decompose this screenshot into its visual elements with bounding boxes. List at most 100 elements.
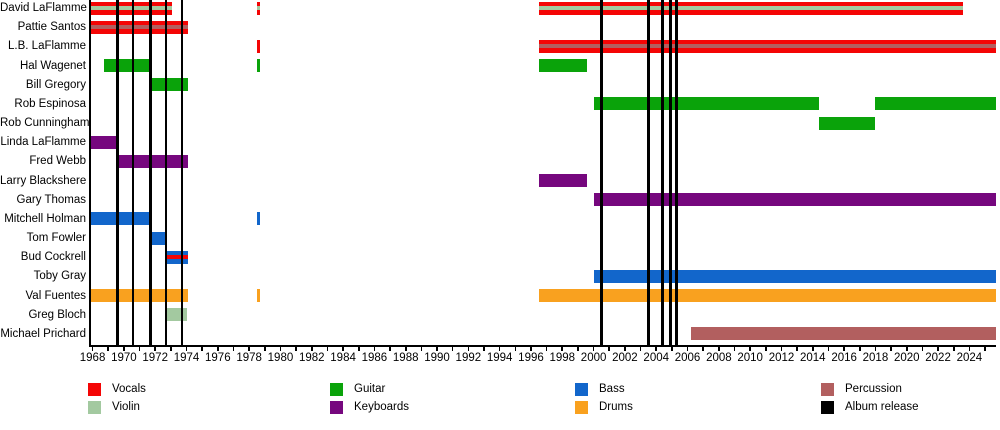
axis-year-label: 2002	[612, 351, 638, 364]
axis-tick	[123, 346, 125, 352]
axis-tick	[201, 346, 203, 352]
axis-year-label: 1974	[173, 351, 200, 364]
member-name-label: Bud Cockrell	[20, 251, 86, 264]
legend-label: Album release	[845, 401, 919, 413]
album-release-line	[149, 0, 152, 347]
axis-year-label: 1988	[392, 351, 419, 364]
axis-tick	[937, 346, 939, 352]
legend-swatch-violin	[88, 401, 101, 414]
axis-tick	[749, 346, 751, 352]
member-name-label: Val Fuentes	[25, 289, 86, 302]
album-release-line	[669, 0, 672, 347]
legend-label: Drums	[599, 401, 633, 413]
legend-swatch-guitar	[330, 383, 343, 396]
member-name-label: Rob Cunningham	[0, 117, 90, 129]
legend-swatch-album	[821, 401, 834, 414]
axis-tick	[733, 346, 736, 352]
timeline-bar	[117, 154, 189, 168]
album-release-line	[661, 0, 664, 347]
axis-year-label: 1986	[361, 351, 388, 364]
member-name-label: Tom Fowler	[26, 232, 86, 244]
member-name-label: L.B. LaFlamme	[8, 40, 86, 53]
legend-swatch-drums	[575, 401, 588, 414]
axis-year-label: 1972	[142, 351, 168, 364]
axis-tick	[718, 346, 720, 352]
timeline-bar-stripe	[91, 25, 189, 30]
timeline-bar-stripe	[538, 6, 964, 10]
legend-label: Keyboards	[354, 401, 409, 413]
member-name-label: Rob Espinosa	[14, 97, 86, 110]
album-release-line	[600, 0, 603, 347]
legend-label: Guitar	[354, 383, 386, 395]
axis-tick	[483, 346, 485, 352]
member-name-label: Greg Bloch	[28, 308, 86, 321]
axis-year-label: 2014	[800, 351, 826, 364]
timeline-bar	[91, 212, 151, 226]
axis-tick	[279, 346, 282, 352]
legend-label: Percussion	[845, 383, 902, 395]
axis-tick	[827, 346, 830, 352]
legend-label: Vocals	[112, 383, 146, 395]
timeline-bar-stripe	[256, 6, 261, 10]
axis-tick	[91, 346, 94, 352]
member-name-label: Pattie Santos	[17, 21, 86, 34]
member-name-label: Larry Blackshere	[0, 174, 87, 187]
axis-tick	[874, 346, 877, 352]
member-name-label: Hal Wagenet	[19, 59, 86, 72]
axis-year-label: 2016	[831, 351, 857, 364]
axis-tick	[248, 346, 250, 352]
axis-tick	[217, 346, 219, 352]
member-name-label: Mitchell Holman	[4, 212, 86, 225]
legend-label: Bass	[599, 383, 625, 395]
axis-tick	[326, 346, 329, 352]
axis-year-label: 1996	[518, 351, 544, 364]
member-name-label: Bill Gregory	[25, 78, 86, 91]
album-release-line	[647, 0, 650, 347]
axis-tick	[342, 346, 344, 352]
axis-year-label: 2008	[706, 351, 732, 364]
axis-tick	[890, 346, 892, 352]
axis-tick	[373, 346, 376, 352]
axis-tick	[671, 346, 673, 352]
axis-tick	[905, 346, 908, 352]
timeline-bar-stripe	[166, 255, 189, 260]
album-release-line	[116, 0, 119, 347]
axis-year-label: 1990	[424, 351, 450, 364]
axis-tick	[295, 346, 297, 352]
axis-tick	[170, 346, 172, 352]
timeline-bar	[103, 59, 151, 72]
timeline-bar	[256, 212, 261, 226]
axis-tick	[530, 346, 532, 352]
axis-tick	[185, 346, 188, 352]
legend-label: Violin	[112, 401, 140, 413]
axis-year-label: 2000	[580, 351, 607, 364]
timeline-bar	[256, 59, 261, 72]
timeline-bar	[875, 97, 996, 111]
member-name-label: Fred Webb	[29, 155, 86, 168]
axis-tick	[780, 346, 783, 352]
axis-tick	[765, 346, 767, 352]
legend-swatch-vocals	[88, 383, 101, 396]
legend-swatch-percussion	[821, 383, 834, 396]
timeline-bar	[91, 135, 118, 149]
axis-tick	[702, 346, 704, 352]
axis-tick	[467, 346, 470, 352]
album-release-line	[675, 0, 678, 347]
axis-tick	[624, 346, 626, 352]
timeline-bar	[690, 327, 996, 341]
timeline-bar	[150, 78, 189, 92]
axis-tick	[107, 346, 110, 352]
member-name-label: Toby Gray	[33, 270, 86, 283]
timeline-bar	[91, 20, 189, 34]
axis-tick	[968, 346, 971, 352]
axis-tick	[263, 346, 266, 352]
timeline-bar	[593, 97, 820, 111]
timeline-bar-stripe	[91, 6, 173, 10]
member-name-label: Michael Prichard	[0, 327, 86, 340]
timeline-bar	[166, 250, 189, 264]
axis-tick	[921, 346, 924, 352]
timeline-bar	[538, 39, 996, 53]
legend-swatch-keyboards	[330, 401, 343, 414]
axis-tick	[655, 346, 658, 352]
timeline-bar	[256, 1, 261, 15]
